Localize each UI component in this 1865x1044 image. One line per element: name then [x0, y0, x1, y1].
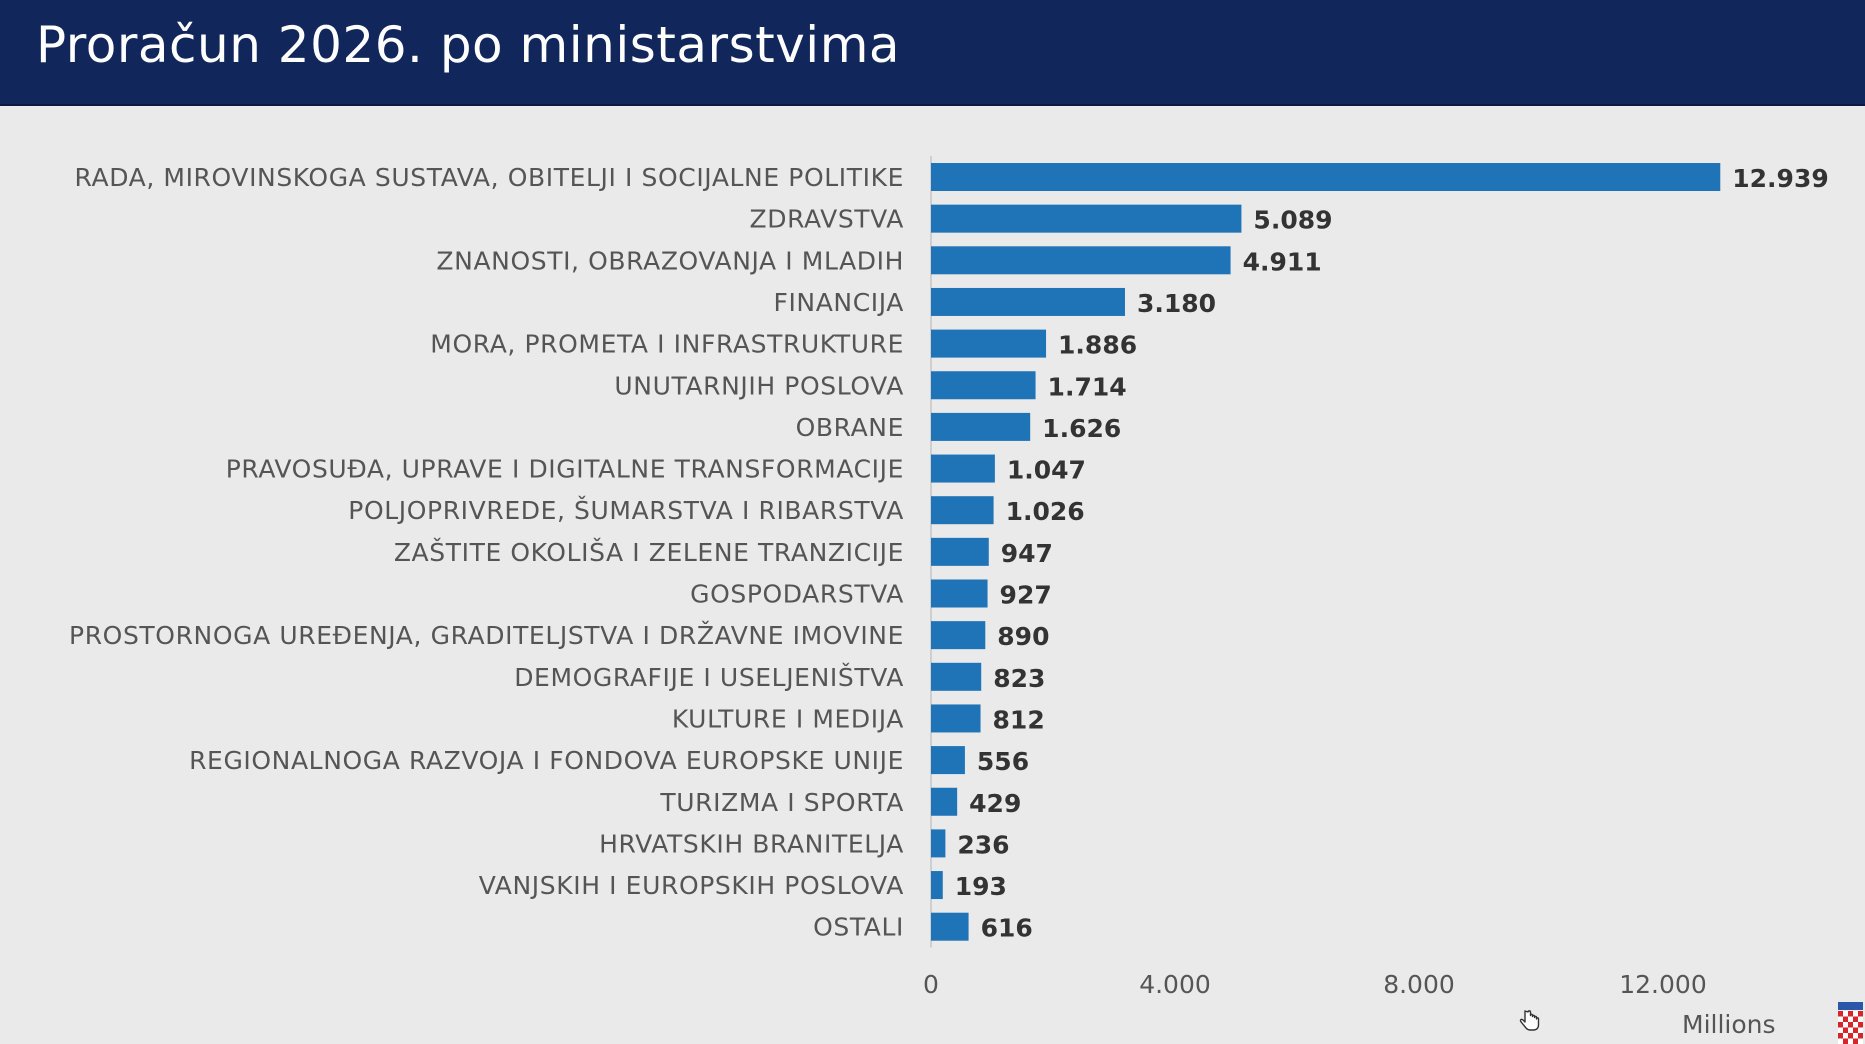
x-axis-units-label: Millions [1682, 1010, 1776, 1039]
value-label: 823 [993, 664, 1045, 693]
category-label: VANJSKIH I EUROPSKIH POSLOVA [479, 871, 904, 900]
value-label: 1.026 [1006, 497, 1085, 526]
bar [931, 246, 1231, 275]
category-label: REGIONALNOGA RAZVOJA I FONDOVA EUROPSKE … [189, 746, 904, 775]
category-label: KULTURE I MEDIJA [672, 704, 904, 733]
value-label: 1.714 [1048, 372, 1127, 401]
croatian-coat-of-arms-icon [1838, 1002, 1863, 1044]
bar [931, 412, 1031, 441]
bar [931, 829, 946, 858]
category-label: PROSTORNOGA UREĐENJA, GRADITELJSTVA I DR… [69, 621, 904, 650]
category-label: OBRANE [796, 413, 904, 442]
hand-cursor-icon [1519, 1010, 1540, 1031]
bar [931, 329, 1047, 358]
category-label: ZNANOSTI, OBRAZOVANJA I MLADIH [436, 246, 904, 275]
value-label: 947 [1001, 539, 1053, 568]
bar [931, 662, 982, 691]
bar [931, 163, 1721, 191]
category-label: UNUTARNJIH POSLOVA [614, 371, 904, 400]
value-label: 429 [969, 789, 1021, 818]
x-tick-label: 8.000 [1383, 970, 1455, 999]
category-label: POLJOPRIVREDE, ŠUMARSTVA I RIBARSTVA [348, 495, 904, 525]
bar [931, 787, 958, 816]
value-label: 890 [997, 622, 1049, 651]
category-label: OSTALI [813, 913, 904, 942]
x-tick-label: 0 [923, 970, 939, 999]
value-label: 927 [1000, 581, 1052, 610]
value-label: 5.089 [1253, 206, 1332, 235]
bar [931, 871, 943, 900]
bar [931, 746, 965, 775]
value-label: 1.626 [1042, 414, 1121, 443]
x-tick-label: 4.000 [1139, 970, 1211, 999]
value-label: 556 [977, 747, 1029, 776]
category-label: MORA, PROMETA I INFRASTRUKTURE [430, 330, 904, 359]
value-label: 1.047 [1007, 456, 1086, 485]
category-label: RADA, MIROVINSKOGA SUSTAVA, OBITELJI I S… [75, 163, 904, 192]
bar [931, 621, 986, 650]
value-label: 1.886 [1058, 331, 1137, 360]
bar [931, 287, 1125, 316]
bars [931, 163, 1721, 941]
value-label: 4.911 [1243, 247, 1322, 276]
category-label: GOSPODARSTVA [690, 580, 904, 609]
page-title: Proračun 2026. po ministarstvima [36, 16, 901, 74]
category-label: PRAVOSUĐA, UPRAVE I DIGITALNE TRANSFORMA… [226, 455, 904, 484]
category-label: FINANCIJA [773, 288, 904, 317]
category-label: TURIZMA I SPORTA [659, 788, 904, 817]
category-label: DEMOGRAFIJE I USELJENIŠTVA [514, 662, 904, 692]
x-axis-ticks: 0 4.000 8.000 12.000 [923, 970, 1707, 999]
bar [931, 496, 994, 525]
category-labels: RADA, MIROVINSKOGA SUSTAVA, OBITELJI I S… [69, 163, 905, 942]
x-tick-label: 12.000 [1619, 970, 1706, 999]
bar-chart: RADA, MIROVINSKOGA SUSTAVA, OBITELJI I S… [69, 156, 1829, 999]
bar [931, 704, 981, 733]
value-label: 3.180 [1137, 289, 1216, 318]
bar [931, 204, 1242, 233]
value-label: 812 [993, 705, 1045, 734]
bar [931, 371, 1036, 400]
value-label: 236 [957, 830, 1009, 859]
category-label: ZDRAVSTVA [750, 205, 905, 234]
category-label: HRVATSKIH BRANITELJA [599, 829, 904, 858]
bar [931, 912, 969, 941]
category-label: ZAŠTITE OKOLIŠA I ZELENE TRANZICIJE [394, 537, 904, 567]
bar [931, 579, 988, 608]
bar [931, 454, 995, 483]
bar [931, 537, 989, 566]
value-label: 616 [981, 914, 1033, 943]
value-label: 193 [955, 872, 1007, 901]
header-bar: Proračun 2026. po ministarstvima [0, 0, 1865, 106]
value-label: 12.939 [1732, 164, 1828, 193]
